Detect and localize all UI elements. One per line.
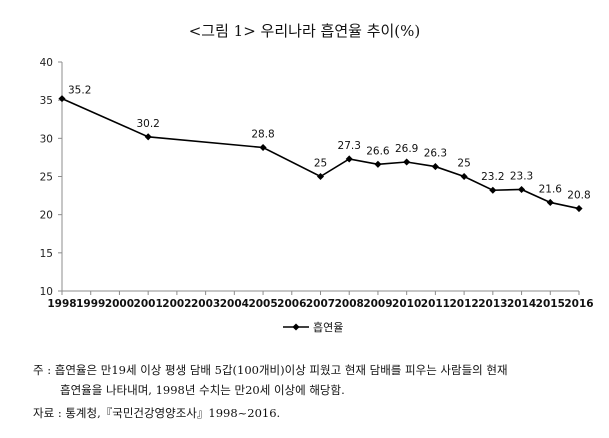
data-label: 27.3 <box>338 140 361 152</box>
data-point-marker <box>518 185 526 194</box>
x-tick-label: 2000 <box>105 298 134 310</box>
data-point-marker <box>460 172 468 181</box>
x-tick-label: 2013 <box>478 298 507 310</box>
y-tick-label: 20 <box>40 210 53 222</box>
data-point-marker <box>144 133 152 141</box>
legend-label: 흡연율 <box>313 320 343 334</box>
x-tick-label: 2005 <box>248 298 277 310</box>
x-tick-label: 2012 <box>449 298 478 310</box>
data-label: 20.8 <box>567 190 590 202</box>
x-tick-label: 2001 <box>134 298 163 310</box>
y-tick-label: 40 <box>40 57 53 69</box>
source-line: 자료 : 통계청,『국민건강영양조사』1998~2016. <box>33 406 281 420</box>
data-label: 21.6 <box>539 183 563 195</box>
data-point-marker <box>575 205 583 213</box>
data-point-marker <box>345 155 353 163</box>
x-tick-label: 2004 <box>220 298 249 310</box>
x-tick-label: 2006 <box>277 298 306 310</box>
data-point-marker <box>431 163 439 171</box>
x-tick-label: 2008 <box>335 298 364 310</box>
data-label: 26.3 <box>424 148 447 160</box>
data-point-marker <box>403 158 411 166</box>
data-point-marker <box>489 186 497 194</box>
data-label: 26.9 <box>395 143 418 155</box>
x-tick-label: 1999 <box>76 298 105 310</box>
data-label: 26.6 <box>366 145 390 157</box>
x-tick-label: 2015 <box>536 298 565 310</box>
legend: 흡연율 <box>283 320 343 334</box>
y-axis-ticks: 10 15 20 25 30 35 40 <box>40 57 62 298</box>
data-point-marker <box>546 198 554 206</box>
data-label: 23.2 <box>481 171 504 183</box>
y-tick-label: 10 <box>40 286 53 298</box>
data-label: 35.2 <box>68 85 91 97</box>
y-tick-label: 15 <box>40 248 53 260</box>
note-line-2: 흡연율을 나타내며, 1998년 수치는 만20세 이상에 해당함. <box>60 383 345 397</box>
data-label: 28.8 <box>251 128 274 140</box>
series-layer <box>58 95 583 213</box>
x-tick-label: 2009 <box>363 298 392 310</box>
data-label: 30.2 <box>136 118 159 130</box>
data-label: 25 <box>457 158 470 170</box>
x-tick-label: 2016 <box>564 298 593 310</box>
x-tick-label: 2014 <box>507 298 536 310</box>
data-point-marker <box>259 143 267 152</box>
x-axis-ticks: 1998 1999 2000 2001 2002 2003 2004 2005 2006 2007… <box>47 291 594 310</box>
x-tick-label: 2007 <box>306 298 335 310</box>
x-tick-label: 2010 <box>392 298 421 310</box>
data-label: 25 <box>314 158 327 170</box>
chart-title: <그림 1> 우리나라 흡연율 추이(%) <box>188 22 421 40</box>
data-labels: 35.2 30.2 28.8 25 27.3 26.6 26.9 26.3 25 23.2 23.3… <box>68 85 591 202</box>
legend-marker <box>292 323 300 331</box>
data-point-marker <box>316 172 325 181</box>
y-tick-label: 25 <box>40 172 53 184</box>
data-label: 23.3 <box>510 170 533 182</box>
note-line-1: 주 : 흡연율은 만19세 이상 평생 담배 5갑(100개비)이상 피웠고 현… <box>33 363 508 377</box>
data-point-marker <box>58 95 66 103</box>
data-point-marker <box>374 160 382 168</box>
y-tick-label: 30 <box>40 133 53 145</box>
x-tick-label: 1998 <box>47 298 76 310</box>
x-tick-label: 2011 <box>421 298 450 310</box>
x-tick-label: 2002 <box>162 298 191 310</box>
series-line <box>61 97 580 210</box>
y-tick-label: 35 <box>40 95 53 107</box>
x-tick-label: 2003 <box>191 298 220 310</box>
